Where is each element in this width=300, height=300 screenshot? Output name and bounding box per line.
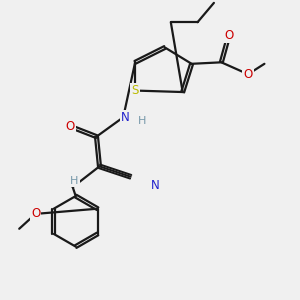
- Text: O: O: [65, 120, 74, 133]
- Text: H: H: [70, 176, 78, 186]
- Text: O: O: [244, 68, 253, 81]
- Text: N: N: [151, 179, 159, 192]
- Text: O: O: [31, 207, 40, 220]
- Text: H: H: [137, 116, 146, 126]
- Text: S: S: [131, 84, 139, 97]
- Text: O: O: [224, 29, 233, 42]
- Text: N: N: [121, 111, 130, 124]
